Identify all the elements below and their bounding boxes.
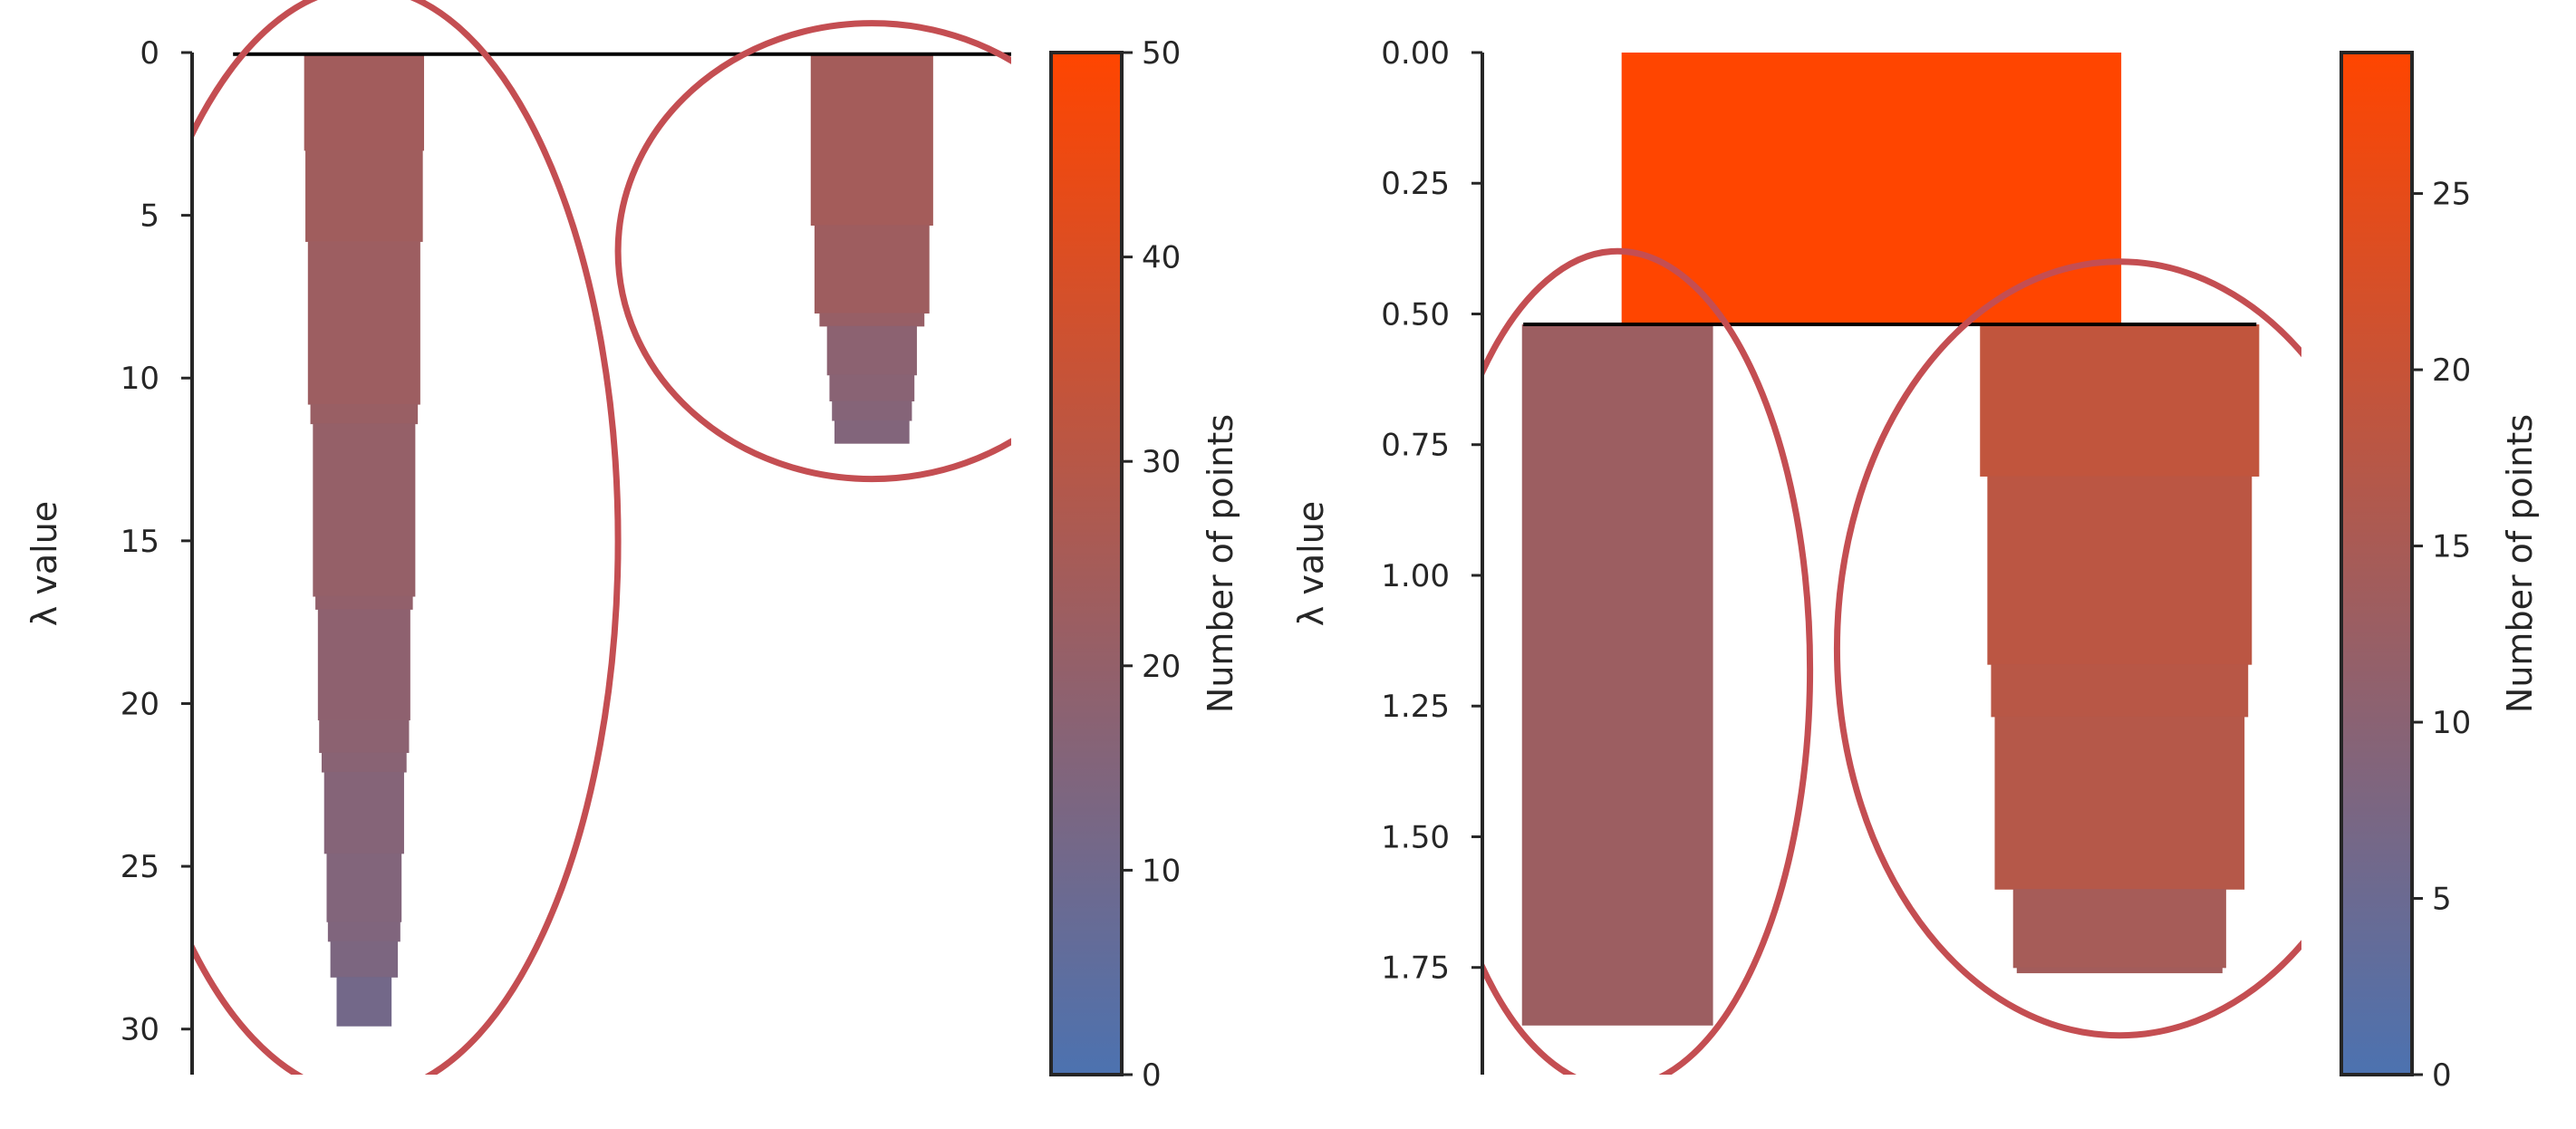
condensed-tree-left: 0 5 10 15 20 25 30 λ value 0 10 20 30 40 50 Number … [24, 0, 1240, 1094]
cluster-2-segment [2016, 967, 2223, 974]
cluster-2-segment [1987, 476, 2253, 665]
y-tick-label: 10 [121, 361, 159, 397]
cluster-1-segment [326, 853, 402, 922]
y-axis-label-right: λ value [1291, 501, 1331, 626]
y-tick-label: 15 [121, 524, 159, 560]
cluster-1-selection-ellipse [1482, 247, 1814, 1075]
colorbar-tick-label: 10 [1142, 853, 1181, 889]
cluster-2-segment [1991, 664, 2249, 718]
cluster-2-segment [810, 53, 933, 226]
cluster-1-segment [313, 423, 416, 597]
colorbar-tick-label: 5 [2432, 882, 2452, 918]
colorbar-right: 0 5 10 15 20 25 [2340, 51, 2471, 1094]
y-tick-label: 0.00 [1381, 35, 1450, 72]
colorbar-left: 0 10 20 30 40 50 [1049, 35, 1181, 1094]
cluster-2-segment [1994, 716, 2245, 890]
y-tick-label: 0.75 [1381, 428, 1450, 464]
y-ticks-right: 0.00 0.25 0.50 0.75 1.00 1.25 1.50 1.75 [1381, 35, 1482, 987]
cluster-2-segment [829, 374, 915, 401]
cluster-2-segment [814, 225, 930, 314]
cluster-1-selection-ellipse [192, 0, 622, 1075]
cluster-2-selection-ellipse [614, 20, 1011, 483]
colorbar-label-right: Number of points [2500, 414, 2540, 713]
colorbar-tick-label: 10 [2432, 705, 2471, 741]
y-tick-label: 1.25 [1381, 689, 1450, 725]
cluster-1-segment [315, 595, 413, 610]
colorbar-gradient [1051, 53, 1122, 1075]
cluster-1-segment [310, 403, 419, 425]
cluster-2-selection-ellipse [1834, 258, 2301, 1039]
cluster-2-segment [826, 325, 917, 376]
cluster-1-segment [323, 771, 404, 854]
y-tick-label: 30 [121, 1012, 159, 1048]
cluster-1-segment [304, 53, 425, 151]
tree-marks-right [1482, 53, 2301, 1075]
cluster-2-segment [834, 420, 910, 444]
cluster-1-segment [317, 609, 410, 721]
colorbar-frame [2340, 51, 2414, 1076]
colorbar-tick-label: 20 [2432, 352, 2471, 389]
colorbar-tick-label: 50 [1142, 35, 1181, 72]
y-tick-label: 5 [140, 198, 159, 235]
cluster-1-segment [327, 922, 400, 942]
y-tick-label: 25 [121, 849, 159, 885]
cluster-1-segment [1521, 324, 1713, 1026]
cluster-1-segment [305, 150, 423, 242]
y-tick-label: 20 [121, 686, 159, 722]
colorbar-tick-label: 30 [1142, 444, 1181, 480]
y-tick-label: 0.25 [1381, 166, 1450, 202]
cluster-2-segment [832, 400, 912, 421]
colorbar-tick-label: 25 [2432, 177, 2471, 213]
colorbar-frame [1049, 51, 1124, 1076]
y-axis-label-left: λ value [24, 501, 64, 626]
cluster-2-segment [1980, 324, 2260, 477]
colorbar-label-left: Number of points [1201, 414, 1240, 713]
cluster-1-segment [336, 977, 392, 1027]
y-tick-label: 1.75 [1381, 950, 1450, 987]
tree-marks-left [192, 0, 1011, 1075]
colorbar-tick-label: 0 [2432, 1057, 2452, 1094]
cluster-2-segment [2012, 889, 2226, 969]
colorbar-tick-label: 15 [2432, 529, 2471, 565]
cluster-1-segment [330, 941, 399, 978]
colorbar-tick-label: 40 [1142, 240, 1181, 276]
y-tick-label: 0 [140, 35, 159, 72]
cluster-1-segment [307, 241, 420, 405]
colorbar-tick-label: 20 [1142, 649, 1181, 685]
cluster-1-segment [321, 752, 407, 773]
colorbar-gradient [2341, 53, 2412, 1075]
colorbar-tick-label: 0 [1142, 1057, 1162, 1094]
root-segment [1621, 53, 2122, 325]
y-tick-label: 0.50 [1381, 296, 1450, 333]
y-tick-label: 1.00 [1381, 558, 1450, 594]
cluster-1-segment [319, 719, 410, 753]
y-tick-label: 1.50 [1381, 819, 1450, 855]
cluster-2-segment [819, 313, 925, 327]
y-ticks-left: 0 5 10 15 20 25 30 [121, 35, 192, 1048]
condensed-tree-right: 0.00 0.25 0.50 0.75 1.00 1.25 1.50 1.75 λ value… [1291, 35, 2540, 1094]
